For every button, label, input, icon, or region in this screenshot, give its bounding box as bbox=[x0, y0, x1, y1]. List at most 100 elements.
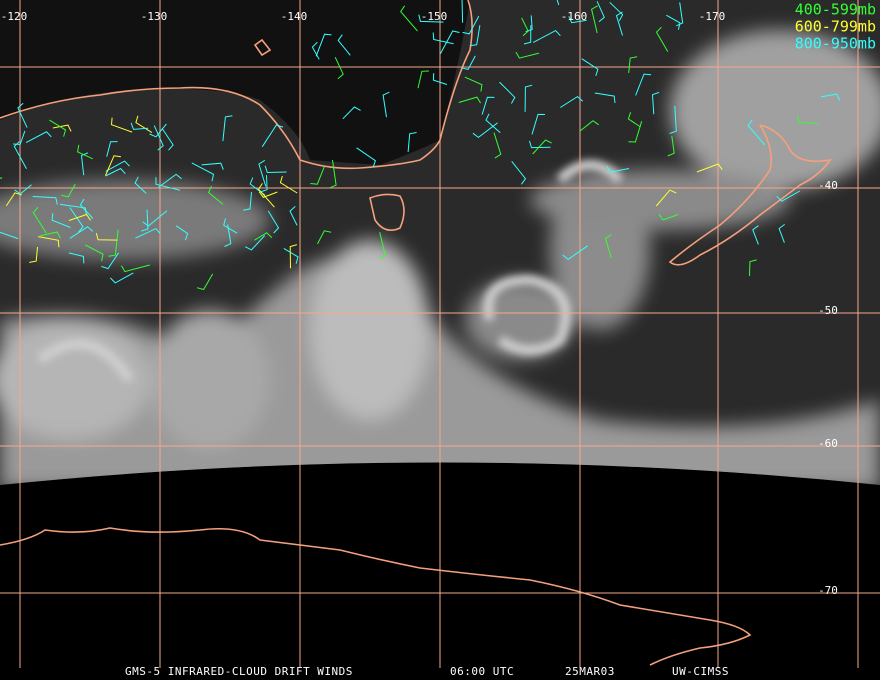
footer-text: 06:00 UTC bbox=[450, 665, 514, 678]
wind-barb bbox=[191, 162, 215, 182]
wind-barb bbox=[95, 232, 118, 241]
wind-barb bbox=[135, 227, 161, 239]
wind-barb bbox=[134, 176, 147, 194]
wind-barb bbox=[469, 25, 481, 47]
wind-barb bbox=[337, 34, 351, 56]
cloud-bands bbox=[36, 160, 624, 383]
wind-barb bbox=[529, 140, 551, 149]
wind-barb bbox=[524, 84, 533, 112]
wind-barb bbox=[315, 33, 332, 57]
wind-barb bbox=[69, 207, 84, 233]
wind-barb bbox=[820, 93, 841, 101]
wind-barb bbox=[260, 175, 268, 193]
coastlines bbox=[0, 0, 832, 666]
wind-barb bbox=[458, 96, 482, 104]
wind-barb bbox=[279, 175, 298, 194]
wind-barb bbox=[628, 56, 638, 73]
wind-barb bbox=[32, 206, 47, 234]
wind-barb bbox=[317, 230, 332, 245]
wind-barb bbox=[153, 125, 164, 151]
wind-barb bbox=[142, 210, 168, 227]
wind-barb bbox=[511, 160, 527, 185]
wind-barb bbox=[254, 232, 273, 241]
wind-barb bbox=[464, 76, 483, 92]
wind-barb bbox=[461, 55, 476, 70]
wind-barb bbox=[615, 11, 623, 36]
wind-barb bbox=[222, 115, 233, 142]
wind-barb bbox=[418, 14, 444, 23]
wind-barb bbox=[51, 213, 71, 228]
wind-barb bbox=[261, 124, 284, 147]
wind-barb bbox=[596, 1, 605, 23]
wind-barb bbox=[105, 155, 121, 176]
wind-barb bbox=[658, 213, 679, 221]
wind-barb bbox=[135, 115, 153, 134]
wind-barb bbox=[106, 141, 118, 157]
wind-barb bbox=[515, 51, 540, 59]
wind-barb bbox=[696, 163, 723, 173]
wind-barb bbox=[493, 132, 502, 159]
wind-barb bbox=[594, 92, 616, 104]
wind-barb bbox=[432, 73, 448, 85]
wind-barb bbox=[591, 5, 598, 34]
wind-barb bbox=[175, 225, 189, 241]
wind-barb bbox=[68, 252, 85, 264]
wind-barb bbox=[655, 189, 677, 207]
wind-barb bbox=[196, 273, 214, 291]
wind-barb bbox=[532, 139, 552, 155]
wind-barb bbox=[462, 15, 480, 35]
wind-barb bbox=[329, 159, 337, 189]
wind-barb bbox=[149, 123, 167, 138]
wind-barb bbox=[52, 124, 72, 132]
wind-barb bbox=[85, 244, 104, 262]
wind-barb bbox=[531, 113, 546, 135]
wind-barb bbox=[747, 119, 766, 146]
wind-barb bbox=[40, 231, 61, 239]
wind-barb bbox=[101, 252, 120, 270]
wind-barb bbox=[105, 160, 130, 172]
longitude-label: -150 bbox=[421, 10, 448, 23]
wind-barb bbox=[417, 70, 429, 89]
wind-barb bbox=[109, 272, 134, 284]
wind-barb bbox=[562, 245, 588, 261]
wind-barb bbox=[627, 112, 641, 128]
wind-barb bbox=[481, 96, 495, 115]
wind-barb bbox=[604, 234, 612, 259]
wind-barb bbox=[69, 226, 94, 239]
wind-barb bbox=[676, 2, 684, 27]
longitude-label: -170 bbox=[699, 10, 726, 23]
wind-barb bbox=[258, 191, 278, 199]
footer-text: 25MAR03 bbox=[565, 665, 615, 678]
land bbox=[0, 0, 470, 165]
longitude-label: -140 bbox=[281, 10, 308, 23]
wind-barb bbox=[651, 91, 660, 115]
wind-barb bbox=[13, 141, 27, 170]
wind-barb bbox=[310, 166, 325, 185]
legend-entry: 400-599mb bbox=[795, 1, 876, 19]
wind-barb bbox=[105, 167, 126, 177]
wind-barb bbox=[669, 105, 677, 134]
wind-barb bbox=[155, 177, 181, 191]
wind-barb bbox=[243, 192, 252, 211]
wind-barb bbox=[776, 190, 801, 202]
wind-barb bbox=[49, 119, 67, 137]
wind-barb bbox=[158, 173, 182, 188]
wind-barb bbox=[267, 210, 280, 234]
wind-barb bbox=[311, 41, 320, 60]
wind-barb bbox=[485, 113, 501, 134]
legend-entry: 600-799mb bbox=[795, 18, 876, 36]
longitude-label: -120 bbox=[1, 10, 28, 23]
wind-barb bbox=[382, 91, 390, 118]
wind-barb bbox=[523, 25, 532, 45]
wind-barb bbox=[667, 135, 675, 157]
wind-barb bbox=[609, 1, 624, 22]
wind-barb bbox=[59, 203, 87, 215]
wind-barb bbox=[796, 115, 818, 124]
wind-barb bbox=[13, 130, 26, 146]
wind-barb bbox=[161, 128, 174, 151]
wind-barb bbox=[79, 198, 94, 219]
wind-barb bbox=[110, 117, 133, 133]
